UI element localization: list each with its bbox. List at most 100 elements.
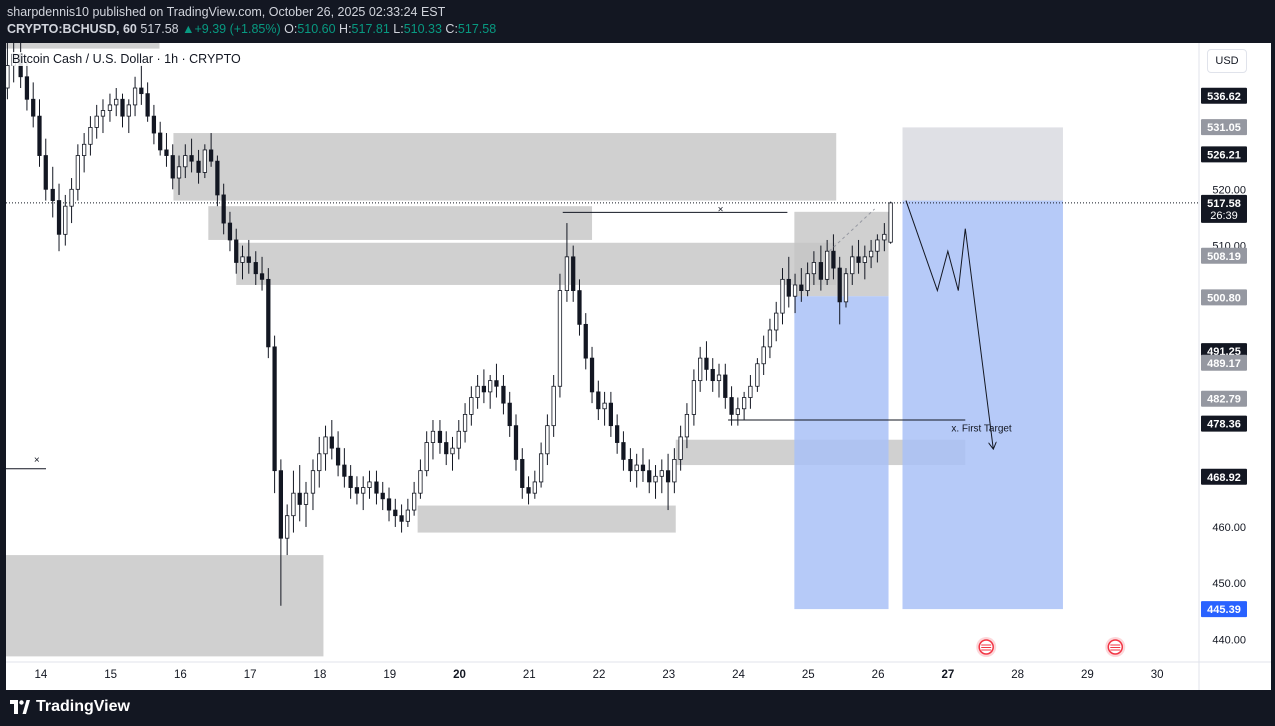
candle-body <box>100 110 106 117</box>
gray-zone <box>208 206 593 240</box>
candle-body <box>596 391 601 410</box>
candle <box>729 386 734 426</box>
candle-body <box>628 459 633 472</box>
candle-body <box>647 470 652 483</box>
candle <box>107 93 113 122</box>
candle-body <box>621 442 626 460</box>
candle-body <box>538 453 544 483</box>
price-chart[interactable]: x. First Target××440.00450.00460.00510.0… <box>6 43 1271 690</box>
candle-body <box>393 509 398 517</box>
candle <box>145 82 150 122</box>
candle-body <box>520 459 525 488</box>
candle <box>792 273 798 314</box>
tradingview-brand: TradingView <box>36 698 130 715</box>
candle-body <box>494 380 499 387</box>
candle-body <box>564 256 570 292</box>
candle-body <box>158 132 163 151</box>
candle-body <box>278 470 284 539</box>
candle <box>430 420 436 460</box>
candle-body <box>608 402 613 427</box>
candle <box>317 436 322 488</box>
candle-body <box>501 385 506 404</box>
price-label-countdown: 26:39 <box>1210 210 1238 222</box>
price-label-bg <box>1201 247 1247 264</box>
candle-body <box>615 425 620 443</box>
candle <box>100 99 106 134</box>
currency-button[interactable]: USD <box>1207 49 1247 73</box>
candle <box>520 448 525 499</box>
change-arrow-icon: ▲ <box>182 22 195 36</box>
candle-body <box>266 278 271 348</box>
change-value: +9.39 (+1.85%) <box>194 22 281 36</box>
candle <box>303 481 309 527</box>
price-label: 500.80 <box>1207 292 1241 304</box>
candle <box>557 273 563 398</box>
candle <box>691 369 697 426</box>
candle <box>374 470 379 505</box>
candle <box>342 448 347 488</box>
candle <box>799 268 804 302</box>
chart-panel[interactable]: x. First Target × × 440.00 450.00 460.00 510.0… <box>6 43 1271 690</box>
candle-body <box>716 374 722 382</box>
candle-body <box>6 65 10 89</box>
candle <box>494 363 499 398</box>
candle-body <box>602 402 607 410</box>
candle <box>678 425 683 471</box>
price-label-bg <box>1201 194 1247 223</box>
candle-body <box>488 380 493 393</box>
candle-body <box>723 374 728 398</box>
candle <box>444 431 449 466</box>
candle-body <box>63 205 68 235</box>
candle-body <box>698 357 703 382</box>
candle <box>234 228 239 274</box>
blue-zone <box>902 200 1063 610</box>
candle-body <box>811 262 817 275</box>
candle-body <box>37 115 42 156</box>
candle <box>475 375 480 409</box>
candle-body <box>513 425 519 460</box>
candle-body <box>367 481 372 488</box>
candle-body <box>145 93 150 117</box>
x-tick-label: 30 <box>1151 669 1164 681</box>
candle <box>761 335 766 376</box>
candle-body <box>56 200 62 235</box>
tradingview-logo[interactable]: TradingView <box>10 698 130 716</box>
candle <box>278 459 284 606</box>
x-tick-label: 23 <box>662 669 675 681</box>
candle <box>310 459 316 511</box>
candle <box>571 245 576 302</box>
blue-zone <box>794 296 889 610</box>
candle <box>348 465 353 499</box>
candle <box>418 459 423 499</box>
candle-body <box>348 475 353 488</box>
candle <box>755 358 760 392</box>
candle <box>659 459 664 494</box>
high-value: 517.81 <box>351 22 390 36</box>
close-value: 517.58 <box>457 22 497 36</box>
drawn-line <box>828 208 875 252</box>
candle-body <box>786 278 791 297</box>
price-label: 508.19 <box>1207 251 1241 263</box>
price-label-bg <box>1201 468 1247 485</box>
candle-body <box>843 273 849 303</box>
ohlc-legend: CRYPTO:BCHUSD, 60 517.58 ▲+9.39 (+1.85%)… <box>7 22 496 36</box>
candle <box>837 256 842 325</box>
candle-body <box>704 357 709 370</box>
candle-body <box>253 262 258 275</box>
candle-body <box>170 155 175 179</box>
candle-body <box>43 155 48 190</box>
candle <box>272 335 277 494</box>
candle <box>856 239 861 274</box>
last-price: 517.58 <box>140 22 179 36</box>
candle <box>507 391 512 437</box>
open-value: 510.60 <box>297 22 336 36</box>
x-tick-label: 18 <box>314 669 327 681</box>
candle-body <box>240 256 245 263</box>
candle-body <box>444 442 449 455</box>
gray-zone <box>173 133 837 201</box>
candle <box>628 448 633 482</box>
candle <box>882 223 887 252</box>
candle-body <box>735 408 740 415</box>
candle <box>335 431 341 477</box>
x-tick-label: 16 <box>174 669 187 681</box>
